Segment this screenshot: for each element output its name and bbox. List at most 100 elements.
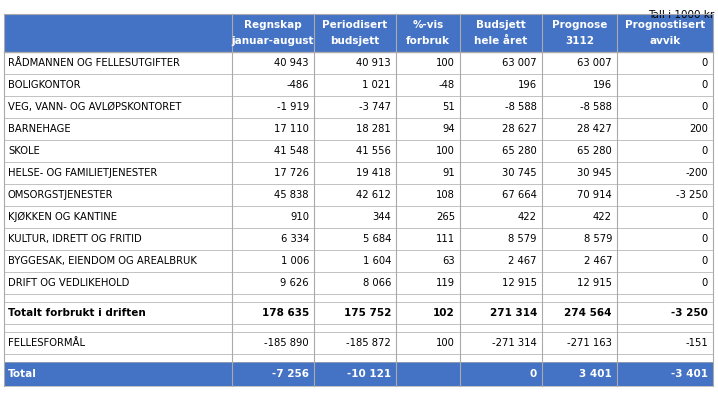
Text: 100: 100 bbox=[436, 338, 455, 348]
Text: 119: 119 bbox=[436, 278, 455, 288]
Text: 40 913: 40 913 bbox=[356, 58, 391, 68]
Text: 178 635: 178 635 bbox=[262, 308, 309, 318]
Text: -486: -486 bbox=[286, 80, 309, 90]
Bar bbox=[617, 162, 713, 184]
Text: -3 747: -3 747 bbox=[359, 102, 391, 112]
Bar bbox=[617, 206, 713, 228]
Text: Prognostisert: Prognostisert bbox=[625, 20, 705, 29]
Text: BOLIGKONTOR: BOLIGKONTOR bbox=[8, 80, 80, 90]
Bar bbox=[617, 354, 713, 362]
Bar bbox=[232, 302, 314, 324]
Text: 175 752: 175 752 bbox=[344, 308, 391, 318]
Text: hele året: hele året bbox=[475, 36, 528, 46]
Bar bbox=[460, 250, 542, 272]
Bar bbox=[4, 74, 232, 96]
Bar bbox=[617, 302, 713, 324]
Bar bbox=[232, 162, 314, 184]
Bar bbox=[4, 52, 232, 74]
Text: 8 579: 8 579 bbox=[508, 234, 537, 244]
Bar bbox=[460, 354, 542, 362]
Bar bbox=[542, 228, 617, 250]
Bar bbox=[232, 14, 314, 52]
Bar bbox=[617, 324, 713, 332]
Bar bbox=[396, 96, 460, 118]
Text: -3 250: -3 250 bbox=[676, 190, 708, 200]
Text: 17 110: 17 110 bbox=[274, 124, 309, 134]
Text: 196: 196 bbox=[593, 80, 612, 90]
Text: 196: 196 bbox=[518, 80, 537, 90]
Text: januar-august: januar-august bbox=[232, 36, 314, 46]
Text: 8 579: 8 579 bbox=[584, 234, 612, 244]
Bar bbox=[232, 362, 314, 386]
Text: -8 588: -8 588 bbox=[580, 102, 612, 112]
Bar bbox=[4, 294, 232, 302]
Bar bbox=[542, 118, 617, 140]
Bar bbox=[460, 302, 542, 324]
Bar bbox=[396, 362, 460, 386]
Bar bbox=[314, 14, 396, 52]
Text: Total: Total bbox=[8, 369, 37, 379]
Bar bbox=[460, 324, 542, 332]
Text: 65 280: 65 280 bbox=[577, 146, 612, 156]
Text: BARNEHAGE: BARNEHAGE bbox=[8, 124, 70, 134]
Text: -185 890: -185 890 bbox=[264, 338, 309, 348]
Text: 41 556: 41 556 bbox=[356, 146, 391, 156]
Bar bbox=[617, 74, 713, 96]
Text: 274 564: 274 564 bbox=[564, 308, 612, 318]
Text: KJØKKEN OG KANTINE: KJØKKEN OG KANTINE bbox=[8, 212, 117, 222]
Text: SKOLE: SKOLE bbox=[8, 146, 39, 156]
Text: DRIFT OG VEDLIKEHOLD: DRIFT OG VEDLIKEHOLD bbox=[8, 278, 129, 288]
Text: RÅDMANNEN OG FELLESUTGIFTER: RÅDMANNEN OG FELLESUTGIFTER bbox=[8, 58, 180, 68]
Bar bbox=[314, 118, 396, 140]
Bar bbox=[542, 14, 617, 52]
Bar bbox=[396, 52, 460, 74]
Bar bbox=[460, 74, 542, 96]
Bar bbox=[314, 52, 396, 74]
Bar bbox=[4, 162, 232, 184]
Text: 3 401: 3 401 bbox=[579, 369, 612, 379]
Text: KULTUR, IDRETT OG FRITID: KULTUR, IDRETT OG FRITID bbox=[8, 234, 141, 244]
Bar bbox=[4, 184, 232, 206]
Bar bbox=[314, 302, 396, 324]
Text: 344: 344 bbox=[372, 212, 391, 222]
Bar bbox=[314, 272, 396, 294]
Bar bbox=[232, 184, 314, 206]
Text: 422: 422 bbox=[593, 212, 612, 222]
Bar bbox=[4, 332, 232, 354]
Text: -8 588: -8 588 bbox=[505, 102, 537, 112]
Text: 3112: 3112 bbox=[565, 36, 594, 46]
Text: 422: 422 bbox=[518, 212, 537, 222]
Text: 0: 0 bbox=[701, 212, 708, 222]
Text: -151: -151 bbox=[685, 338, 708, 348]
Bar bbox=[460, 162, 542, 184]
Bar bbox=[542, 272, 617, 294]
Bar bbox=[460, 118, 542, 140]
Text: avvik: avvik bbox=[649, 36, 681, 46]
Bar bbox=[4, 96, 232, 118]
Bar bbox=[314, 140, 396, 162]
Bar bbox=[4, 250, 232, 272]
Bar bbox=[617, 140, 713, 162]
Text: -10 121: -10 121 bbox=[347, 369, 391, 379]
Text: 0: 0 bbox=[701, 256, 708, 266]
Bar bbox=[396, 118, 460, 140]
Bar bbox=[460, 272, 542, 294]
Bar bbox=[542, 162, 617, 184]
Text: FELLESFORMÅL: FELLESFORMÅL bbox=[8, 338, 85, 348]
Text: 0: 0 bbox=[701, 80, 708, 90]
Bar bbox=[396, 14, 460, 52]
Text: 910: 910 bbox=[290, 212, 309, 222]
Text: -48: -48 bbox=[439, 80, 455, 90]
Bar bbox=[542, 250, 617, 272]
Text: 1 021: 1 021 bbox=[363, 80, 391, 90]
Bar bbox=[460, 14, 542, 52]
Bar bbox=[460, 184, 542, 206]
Text: 18 281: 18 281 bbox=[356, 124, 391, 134]
Text: 30 745: 30 745 bbox=[503, 168, 537, 178]
Bar bbox=[314, 74, 396, 96]
Text: 63 007: 63 007 bbox=[503, 58, 537, 68]
Text: 41 548: 41 548 bbox=[274, 146, 309, 156]
Bar bbox=[460, 294, 542, 302]
Text: 91: 91 bbox=[442, 168, 455, 178]
Text: 28 427: 28 427 bbox=[577, 124, 612, 134]
